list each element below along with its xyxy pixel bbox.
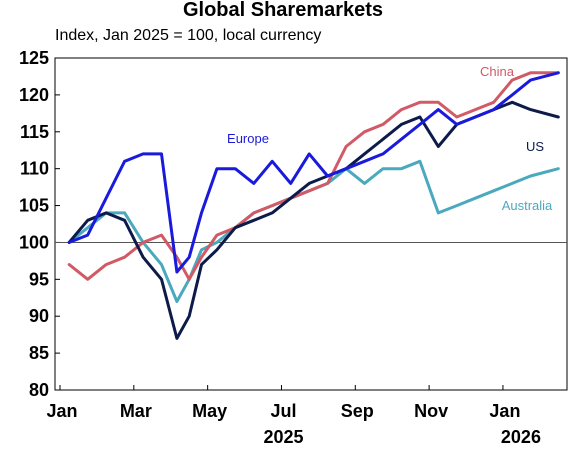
year-label-2025: 2025 xyxy=(263,427,303,447)
y-axis: 80 85 90 95 100 105 110 115 120 125 xyxy=(19,48,60,400)
x-tick-label-2: May xyxy=(192,401,227,421)
x-tick-label-1: Mar xyxy=(120,401,152,421)
x-tick-label-6: Jan xyxy=(489,401,520,421)
y-tick-label-80: 80 xyxy=(29,380,49,400)
y-tick-label-100: 100 xyxy=(19,232,49,252)
series-label-us: US xyxy=(526,139,544,154)
y-tick-label-95: 95 xyxy=(29,269,49,289)
series-lines xyxy=(67,71,560,340)
y-tick-label-105: 105 xyxy=(19,196,49,216)
chart-subtitle: Index, Jan 2025 = 100, local currency xyxy=(55,27,321,44)
series-line-europe xyxy=(67,71,560,274)
y-tick-label-120: 120 xyxy=(19,85,49,105)
series-line-us xyxy=(67,100,560,340)
series-line-china xyxy=(67,71,560,281)
x-tick-label-4: Sep xyxy=(341,401,374,421)
y-tick-label-90: 90 xyxy=(29,306,49,326)
y-tick-label-110: 110 xyxy=(20,159,49,179)
series-labels: Europe China US Australia xyxy=(227,64,553,213)
series-label-china: China xyxy=(480,64,515,79)
y-tick-label-85: 85 xyxy=(29,343,49,363)
x-tick-label-3: Jul xyxy=(270,401,296,421)
series-label-australia: Australia xyxy=(502,198,553,213)
x-axis: Jan Mar May Jul Sep Nov Jan 2025 2026 xyxy=(46,385,541,447)
y-tick-label-115: 115 xyxy=(20,122,49,142)
series-label-europe: Europe xyxy=(227,131,269,146)
x-tick-label-0: Jan xyxy=(46,401,77,421)
chart-title: Global Sharemarkets xyxy=(183,0,383,21)
year-label-2026: 2026 xyxy=(501,427,541,447)
y-tick-label-125: 125 xyxy=(19,48,49,68)
x-tick-label-5: Nov xyxy=(414,401,448,421)
plot-frame xyxy=(54,57,568,391)
